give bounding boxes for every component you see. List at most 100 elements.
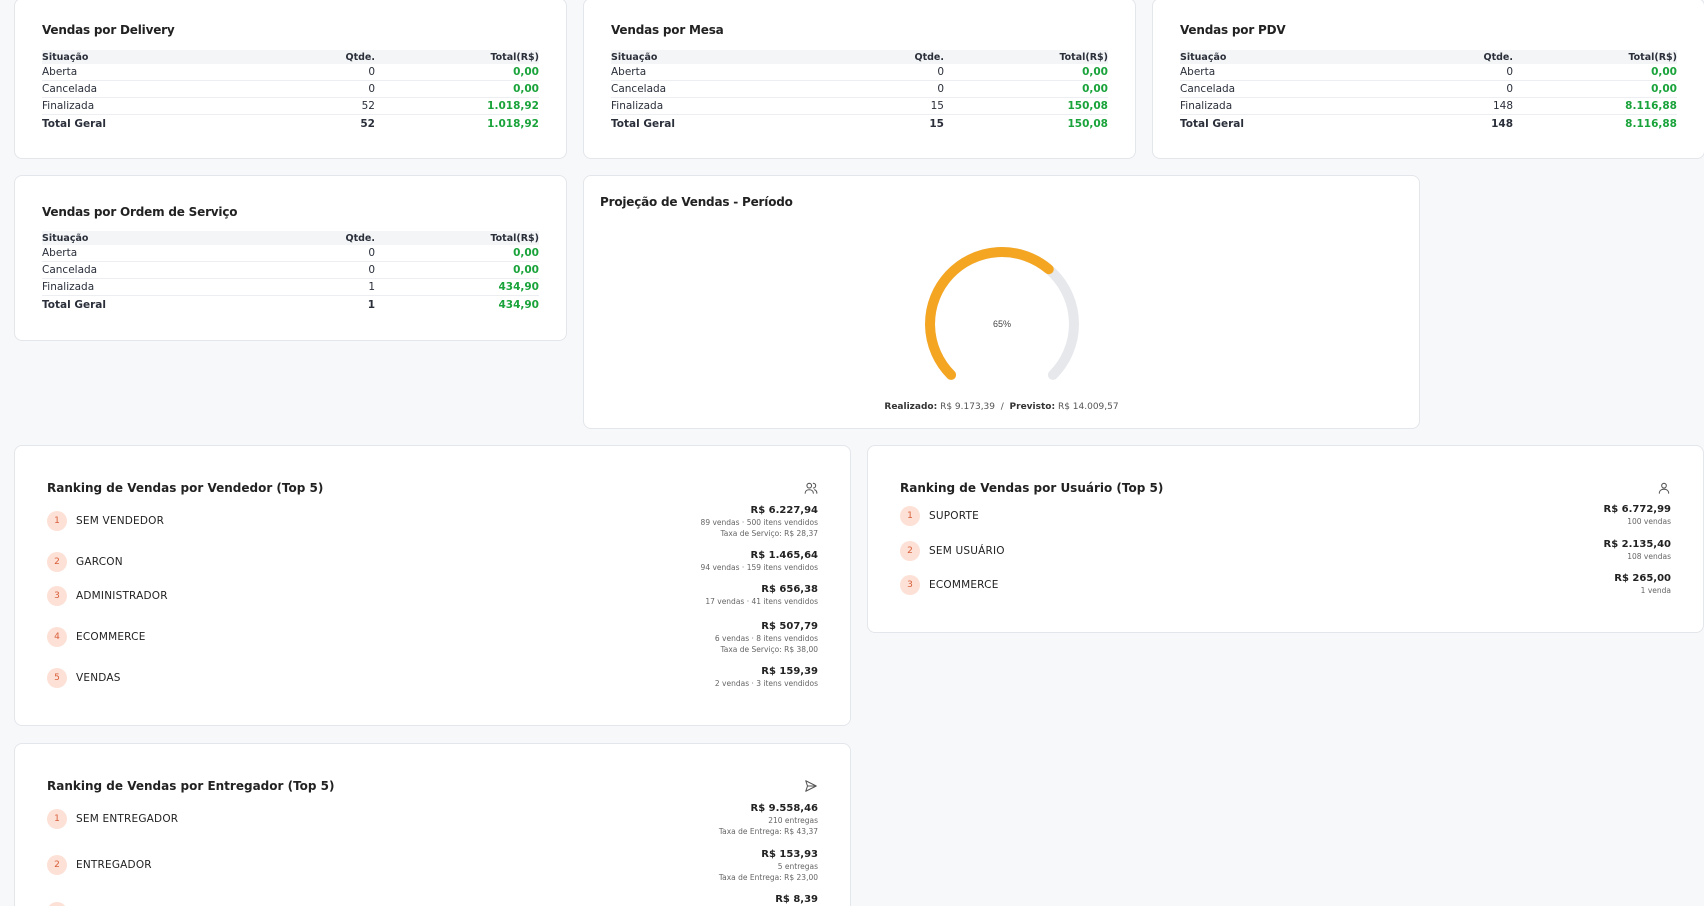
table-row: Finalizada 15 150,08 <box>611 98 1108 115</box>
rank-value: R$ 153,93 <box>761 849 818 860</box>
cell-qtde: 15 <box>929 117 944 130</box>
cell-qtde: 0 <box>1506 66 1513 78</box>
rank-badge: 2 <box>900 541 920 561</box>
cell-qtde: 0 <box>368 247 375 259</box>
cell-qtde: 1 <box>368 281 375 293</box>
rank-right: R$ 265,00 1 venda <box>1614 573 1671 596</box>
rank-left: 3 <box>47 902 76 906</box>
rank-left: 2 GARCON <box>47 552 123 572</box>
cell-situacao: Finalizada <box>42 100 95 112</box>
rank-value: R$ 159,39 <box>761 666 818 677</box>
rank-left: 3 ECOMMERCE <box>900 575 999 595</box>
ranking-entregador-card: Ranking de Vendas por Entregador (Top 5)… <box>14 743 851 906</box>
rank-right: R$ 8,39 <box>775 894 818 906</box>
rank-detail: 89 vendas · 500 itens vendidos <box>700 518 818 527</box>
delivery-card: Vendas por Delivery Situação Qtde. Total… <box>14 0 567 159</box>
rank-right: R$ 159,39 2 vendas · 3 itens vendidos <box>715 666 818 689</box>
cell-total: 8.116,88 <box>1625 117 1677 130</box>
rank-value: R$ 9.558,46 <box>750 803 819 814</box>
list-item: 3 ECOMMERCE R$ 265,00 1 venda <box>900 573 1671 603</box>
gauge-percent: 65% <box>993 319 1011 329</box>
cell-qtde: 148 <box>1491 117 1513 130</box>
rank-detail: 6 vendas · 8 itens vendidos <box>714 634 818 643</box>
rank-left: 3 ADMINISTRADOR <box>47 586 168 606</box>
col-situacao: Situação <box>42 51 89 63</box>
mesa-card: Vendas por Mesa Situação Qtde. Total(R$)… <box>583 0 1136 159</box>
send-icon <box>805 780 817 792</box>
rank-detail: 94 vendas · 159 itens vendidos <box>700 563 818 572</box>
cell-total: 434,90 <box>498 298 539 311</box>
cell-qtde: 15 <box>930 100 944 112</box>
table-row: Cancelada 0 0,00 <box>1180 81 1677 98</box>
col-situacao: Situação <box>42 232 89 244</box>
col-total: Total(R$) <box>490 232 539 244</box>
cell-qtde: 0 <box>368 83 375 95</box>
cell-total: 8.116,88 <box>1625 100 1677 112</box>
rank-detail: 210 entregas <box>768 816 818 825</box>
rank-value: R$ 2.135,40 <box>1603 539 1672 550</box>
col-qtde: Qtde. <box>345 51 375 63</box>
col-situacao: Situação <box>1180 51 1227 63</box>
cell-total: 0,00 <box>1651 66 1677 78</box>
cell-qtde: 0 <box>1506 83 1513 95</box>
cell-qtde: 1 <box>367 298 375 311</box>
cell-qtde: 52 <box>361 100 375 112</box>
table-header: Situação Qtde. Total(R$) <box>1180 50 1677 64</box>
table-row: Cancelada 0 0,00 <box>42 262 539 279</box>
projecao-card: Projeção de Vendas - Período 65% Realiza… <box>583 175 1420 429</box>
delivery-table: Situação Qtde. Total(R$) Aberta 0 0,00 C… <box>42 50 539 132</box>
cell-situacao: Total Geral <box>1180 117 1244 130</box>
rank-name: ADMINISTRADOR <box>76 590 168 602</box>
rank-name: ECOMMERCE <box>929 579 999 591</box>
users-icon <box>804 482 818 494</box>
card-title: Projeção de Vendas - Período <box>600 195 793 209</box>
list-item: 2 GARCON R$ 1.465,64 94 vendas · 159 ite… <box>47 550 818 582</box>
ordem-servico-card: Vendas por Ordem de Serviço Situação Qtd… <box>14 175 567 341</box>
rank-name: SEM USUÁRIO <box>929 545 1005 557</box>
previsto-label: Previsto: <box>1009 402 1056 412</box>
col-situacao: Situação <box>611 51 658 63</box>
rank-name: SEM VENDEDOR <box>76 515 165 527</box>
rank-badge: 3 <box>47 586 67 606</box>
ordem-table: Situação Qtde. Total(R$) Aberta 0 0,00 C… <box>42 231 539 313</box>
rank-right: R$ 2.135,40 108 vendas <box>1604 539 1672 562</box>
rank-value: R$ 6.772,99 <box>1603 504 1672 515</box>
cell-qtde: 52 <box>360 117 375 130</box>
table-row: Cancelada 0 0,00 <box>42 81 539 98</box>
rank-right: R$ 1.465,64 94 vendas · 159 itens vendid… <box>701 550 818 573</box>
cell-situacao: Aberta <box>1180 66 1216 78</box>
cell-total: 0,00 <box>1651 83 1677 95</box>
table-row: Aberta 0 0,00 <box>611 64 1108 81</box>
table-header: Situação Qtde. Total(R$) <box>42 231 539 245</box>
progress-gauge: 65% <box>925 247 1079 380</box>
rank-fee: Taxa de Serviço: R$ 28,37 <box>720 529 818 538</box>
list-item: 2 ENTREGADOR R$ 153,93 5 entregas Taxa d… <box>47 849 818 886</box>
col-total: Total(R$) <box>1628 51 1677 63</box>
cell-total: 0,00 <box>513 247 539 259</box>
list-item: 1 SEM ENTREGADOR R$ 9.558,46 210 entrega… <box>47 803 819 840</box>
cell-total: 150,08 <box>1067 100 1108 112</box>
card-title: Ranking de Vendas por Entregador (Top 5) <box>47 779 335 793</box>
mesa-table: Situação Qtde. Total(R$) Aberta 0 0,00 C… <box>611 50 1108 132</box>
cell-situacao: Cancelada <box>42 264 98 276</box>
rank-name: SEM ENTREGADOR <box>76 813 179 825</box>
rank-badge: 2 <box>47 552 67 572</box>
cell-total: 1.018,92 <box>487 100 539 112</box>
rank-badge: 5 <box>47 668 67 688</box>
cell-situacao: Finalizada <box>42 281 95 293</box>
previsto-value: R$ 14.009,57 <box>1057 402 1119 412</box>
cell-qtde: 0 <box>368 264 375 276</box>
list-item: 2 SEM USUÁRIO R$ 2.135,40 108 vendas <box>900 539 1671 569</box>
cell-situacao: Cancelada <box>1180 83 1236 95</box>
rank-detail: 108 vendas <box>1627 552 1671 561</box>
list-item: 5 VENDAS R$ 159,39 2 vendas · 3 itens ve… <box>47 666 818 698</box>
cell-total: 0,00 <box>513 83 539 95</box>
ranking-vendedor-card: Ranking de Vendas por Vendedor (Top 5) 1… <box>14 445 851 726</box>
rank-name: ENTREGADOR <box>76 859 152 871</box>
cell-qtde: 0 <box>368 66 375 78</box>
card-title: Vendas por PDV <box>1180 23 1286 37</box>
cell-situacao: Total Geral <box>42 298 106 311</box>
col-qtde: Qtde. <box>1483 51 1513 63</box>
cell-situacao: Cancelada <box>42 83 98 95</box>
rank-badge: 1 <box>900 506 920 526</box>
